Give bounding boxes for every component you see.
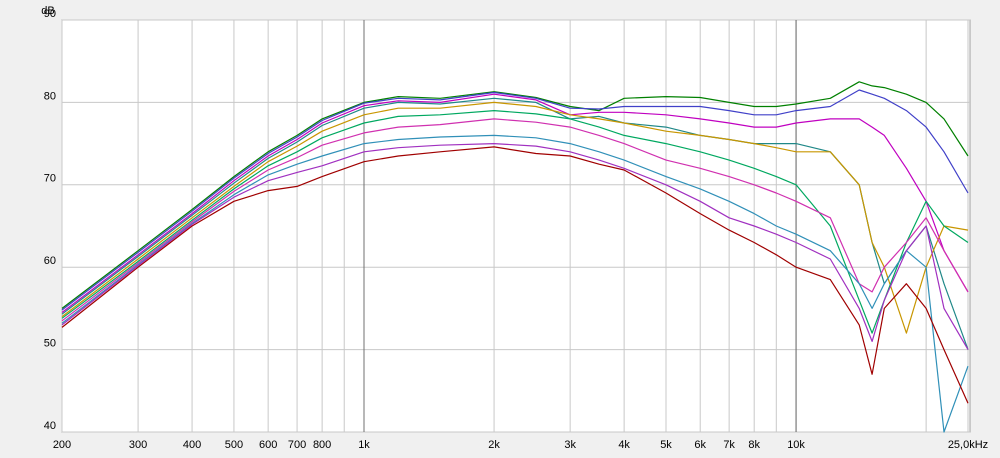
plot-area [61, 19, 971, 433]
y-tick-label: 80 [44, 90, 56, 102]
x-tick-label: 25,0kHz [948, 439, 988, 451]
x-tick-label: 500 [225, 439, 243, 451]
response-curve [61, 118, 969, 322]
x-tick-label: 600 [259, 439, 277, 451]
response-curve [61, 110, 969, 334]
x-tick-label: 8k [748, 439, 760, 451]
y-tick-label: 60 [44, 255, 56, 267]
x-tick-label: 1k [358, 439, 370, 451]
y-tick-label: 90 [44, 8, 56, 20]
y-tick-label: 40 [44, 420, 56, 432]
response-curve [61, 146, 969, 404]
y-tick-label: 50 [44, 338, 56, 350]
response-curve [61, 143, 969, 350]
response-curve [61, 134, 969, 433]
x-tick-label: 400 [183, 439, 201, 451]
response-curve [61, 101, 969, 334]
response-curve [61, 81, 969, 309]
x-tick-label: 4k [618, 439, 630, 451]
x-tick-label: 200 [53, 439, 71, 451]
x-tick-label: 5k [660, 439, 672, 451]
x-tick-label: 700 [288, 439, 306, 451]
x-tick-label: 800 [313, 439, 331, 451]
response-curve [61, 93, 969, 313]
x-tick-label: 2k [488, 439, 500, 451]
x-tick-label: 300 [129, 439, 147, 451]
x-tick-label: 3k [564, 439, 576, 451]
x-tick-label: 10k [787, 439, 805, 451]
response-curve [61, 89, 969, 311]
x-tick-label: 7k [723, 439, 735, 451]
y-tick-label: 70 [44, 173, 56, 185]
y-axis-label: dB [41, 5, 54, 17]
x-tick-label: 6k [694, 439, 706, 451]
